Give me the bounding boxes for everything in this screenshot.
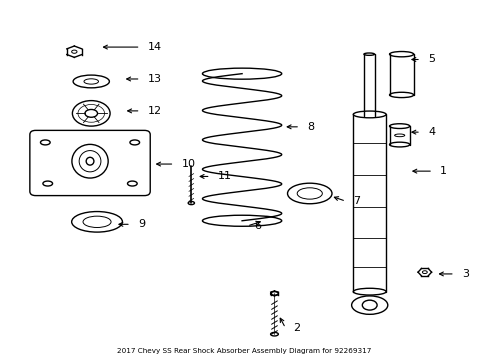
- Ellipse shape: [72, 100, 110, 126]
- Ellipse shape: [202, 215, 281, 226]
- Ellipse shape: [78, 104, 104, 122]
- Text: 14: 14: [147, 42, 162, 52]
- Ellipse shape: [72, 212, 122, 232]
- Ellipse shape: [389, 142, 409, 147]
- Ellipse shape: [72, 144, 108, 178]
- Text: 8: 8: [307, 122, 314, 132]
- Ellipse shape: [41, 140, 50, 145]
- Ellipse shape: [188, 202, 194, 204]
- Text: 10: 10: [181, 159, 195, 169]
- Ellipse shape: [85, 109, 97, 117]
- Text: 13: 13: [147, 74, 162, 84]
- Text: 2017 Chevy SS Rear Shock Absorber Assembly Diagram for 92269317: 2017 Chevy SS Rear Shock Absorber Assemb…: [117, 348, 371, 354]
- Text: 6: 6: [254, 221, 261, 231]
- Ellipse shape: [43, 181, 53, 186]
- FancyBboxPatch shape: [30, 130, 150, 195]
- Ellipse shape: [127, 181, 137, 186]
- Ellipse shape: [270, 332, 278, 336]
- Ellipse shape: [130, 140, 139, 145]
- Ellipse shape: [270, 292, 278, 295]
- Ellipse shape: [79, 150, 101, 172]
- Ellipse shape: [389, 92, 413, 98]
- Text: 1: 1: [439, 166, 447, 176]
- Text: 7: 7: [352, 196, 360, 206]
- Text: 4: 4: [427, 127, 434, 137]
- Ellipse shape: [352, 288, 386, 295]
- Ellipse shape: [260, 216, 274, 223]
- Text: 12: 12: [147, 106, 162, 116]
- Ellipse shape: [389, 51, 413, 57]
- Ellipse shape: [287, 183, 331, 204]
- Text: 2: 2: [292, 323, 299, 333]
- Text: 5: 5: [427, 54, 434, 64]
- Text: 11: 11: [218, 171, 231, 181]
- Ellipse shape: [86, 157, 94, 165]
- Text: 3: 3: [461, 269, 468, 279]
- Ellipse shape: [202, 68, 281, 79]
- Ellipse shape: [351, 296, 387, 314]
- Ellipse shape: [363, 53, 374, 55]
- Ellipse shape: [73, 75, 109, 88]
- Ellipse shape: [352, 111, 386, 118]
- Ellipse shape: [389, 124, 409, 129]
- Text: 9: 9: [138, 219, 145, 229]
